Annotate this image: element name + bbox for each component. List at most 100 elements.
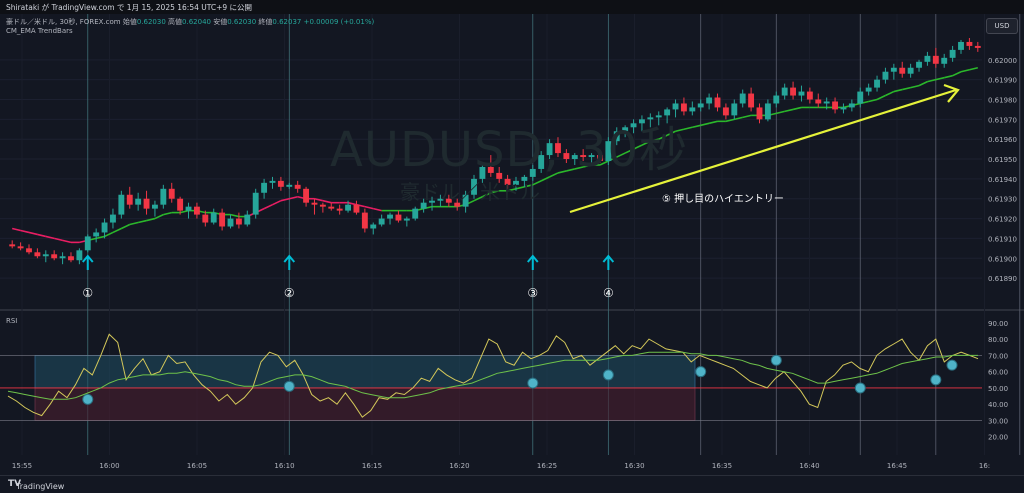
candle-body <box>34 252 41 257</box>
candle-body <box>168 188 175 199</box>
candle-body <box>823 101 830 104</box>
candle-body <box>286 184 293 187</box>
trend-arrow-line <box>569 88 957 214</box>
ema-segment <box>725 118 735 123</box>
ema-segment <box>154 213 164 220</box>
candle-body <box>848 103 855 108</box>
ema-segment <box>885 90 895 97</box>
entry-arrow <box>283 254 296 270</box>
tradingview-logo[interactable]: TV TradingView <box>8 479 65 491</box>
rsi-signal-dot <box>695 366 707 378</box>
ohlc-open-label: 始値 <box>122 18 137 26</box>
candle-body <box>899 67 906 74</box>
ohlc-high-value: 0.62040 <box>182 18 211 26</box>
candle-body <box>328 206 335 209</box>
ema-segment <box>944 74 953 79</box>
indicator-label[interactable]: CM_EMA TrendBars <box>6 27 73 35</box>
time-tick-label: 16:45 <box>887 462 907 470</box>
candle-body <box>680 103 687 112</box>
candle-body <box>361 212 368 229</box>
ohlc-low-value: 0.62030 <box>227 18 257 26</box>
candle-body <box>193 206 200 215</box>
legend-symbol: 豪ドル／米ドル, 30秒, FOREX.com <box>6 18 121 26</box>
ema-segment <box>742 114 752 119</box>
ema-segment <box>104 231 114 238</box>
ema-segment <box>557 170 567 174</box>
candle-body <box>722 107 729 116</box>
price-tick-label: 0.62000 <box>988 57 1017 65</box>
rsi-signal-dot <box>854 382 866 394</box>
ema-segment <box>633 144 643 150</box>
ema-segment <box>784 108 794 113</box>
ema-segment <box>347 201 357 206</box>
candle-body <box>420 202 427 209</box>
candle-body <box>773 95 780 104</box>
entry-label: ③ <box>527 286 538 300</box>
candle-body <box>605 141 612 162</box>
candle-body <box>395 214 402 221</box>
candle-body <box>882 71 889 80</box>
candle-body <box>840 107 847 110</box>
ema-segment <box>683 126 693 131</box>
entry-label: ② <box>284 286 295 300</box>
candle-body <box>496 172 503 179</box>
rsi-tick-label: 90.00 <box>988 320 1008 328</box>
candle-body <box>294 184 301 189</box>
candle-body <box>714 97 721 108</box>
candle-body <box>966 41 973 46</box>
trend-annotation-label: ⑤ 押し目のハイエントリー <box>662 192 784 205</box>
ema-segment <box>582 164 592 168</box>
rsi-signal-dot <box>946 359 958 371</box>
candle-body <box>655 115 662 118</box>
footer-bar: TV TradingView <box>0 475 1024 493</box>
candle-body <box>345 204 351 211</box>
candle-body <box>84 236 91 251</box>
rsi-signal-dot <box>527 377 539 389</box>
rsi-signal-dot <box>82 393 94 405</box>
candle-body <box>731 103 738 116</box>
candle-body <box>890 67 897 72</box>
ema-segment <box>364 205 374 210</box>
candle-body <box>748 93 755 108</box>
ema-segment <box>146 217 156 222</box>
candle-body <box>59 256 66 259</box>
candle-body <box>571 155 578 160</box>
candle-body <box>17 246 24 249</box>
legend-line[interactable]: 豪ドル／米ドル, 30秒, FOREX.com 始値 0.62030 高値0.62… <box>6 17 374 27</box>
ema-segment <box>708 120 718 125</box>
entry-arrow <box>527 254 539 270</box>
ema-segment <box>599 160 609 166</box>
rsi-pane-label[interactable]: RSI <box>6 317 18 325</box>
ema-segment <box>549 172 559 178</box>
candle-body <box>185 206 192 211</box>
candle-body <box>563 153 570 160</box>
ema-segment <box>515 186 525 190</box>
candle-body <box>177 198 184 211</box>
ema-segment <box>314 197 324 202</box>
candle-body <box>51 254 58 259</box>
ema-segment <box>12 227 21 232</box>
ema-segment <box>692 124 701 129</box>
candle-body <box>622 127 629 132</box>
candle-body <box>378 218 385 225</box>
candle-body <box>319 204 326 207</box>
candle-body <box>874 79 880 88</box>
candle-body <box>513 180 519 185</box>
ema-segment <box>28 231 38 236</box>
candle-body <box>227 218 234 227</box>
candle-body <box>974 45 981 48</box>
ema-segment <box>868 98 878 103</box>
candle-body <box>269 180 276 183</box>
price-tick-label: 0.61930 <box>988 196 1017 204</box>
ema-segment <box>641 140 651 146</box>
candle-body <box>311 202 318 205</box>
ema-segment <box>927 78 937 83</box>
ema-segment <box>53 237 63 242</box>
currency-button[interactable]: USD <box>986 18 1018 34</box>
ohlc-high-label: 高値 <box>168 18 183 26</box>
trend-arrow-head <box>943 83 960 103</box>
ema-segment <box>574 166 584 170</box>
candle-body <box>857 91 864 104</box>
candle-body <box>403 218 410 221</box>
